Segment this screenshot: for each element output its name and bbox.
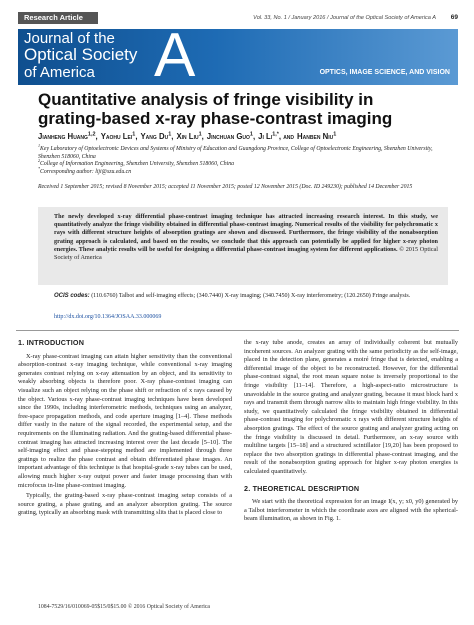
journal-name-1: Journal of the	[24, 30, 115, 47]
paragraph: We start with the theoretical expression…	[244, 498, 458, 523]
affiliation-mark: *	[38, 165, 41, 171]
doi-link[interactable]: http://dx.doi.org/10.1364/JOSAA.33.00006…	[54, 314, 162, 320]
right-column: the x-ray tube anode, creates an array o…	[244, 339, 458, 524]
journal-name-2: Optical Society	[24, 45, 138, 64]
rule	[16, 330, 459, 331]
author: Ji Li1,*, and	[258, 132, 294, 141]
abstract-box: The newly developed x-ray differential p…	[38, 207, 448, 285]
author-affiliation: 1	[132, 131, 136, 138]
author: Hanben Niu1	[297, 132, 336, 141]
author-name: Ji Li	[258, 132, 273, 141]
left-column: 1. INTRODUCTION X-ray phase-contrast ima…	[18, 338, 232, 518]
abstract-copyright: © 2015 Optical Society of America	[54, 245, 439, 262]
author-separator: , and	[278, 132, 295, 141]
paragraph: Typically, the grating-based x-ray phase…	[18, 492, 232, 517]
author-affiliation: 1	[249, 131, 253, 138]
author-separator: ,	[95, 132, 98, 141]
author: Yaohu Lei1,	[101, 132, 138, 141]
section-heading: 1. INTRODUCTION	[18, 338, 85, 347]
journal-name-3: of America	[24, 64, 95, 81]
affiliations: 1Key Laboratory of Optoelectronic Device…	[38, 143, 443, 177]
article-title: Quantitative analysis of fringe visibili…	[38, 90, 393, 128]
author-separator: ,	[135, 132, 138, 141]
journal-letter: A	[154, 21, 196, 90]
author: Jinchuan Guo1,	[207, 132, 255, 141]
ocis-codes: (110.6760) Talbot and self-imaging effec…	[91, 293, 411, 299]
abstract-text: The newly developed x-ray differential p…	[54, 213, 438, 253]
author-affiliation: 1,*	[272, 131, 279, 138]
history: Received 1 September 2015; revised 8 Nov…	[38, 184, 413, 190]
author: Yang Du1,	[140, 132, 173, 141]
author-name: Yaohu Lei	[100, 132, 133, 141]
affiliation: *Corresponding author: liji@szu.edu.cn	[38, 165, 443, 177]
paragraph: the x-ray tube anode, creates an array o…	[244, 339, 458, 475]
author-name: Jinchuan Guo	[206, 132, 250, 141]
journal-tagline: OPTICS, IMAGE SCIENCE, AND VISION	[319, 69, 450, 76]
affiliation-mark: 2	[38, 158, 41, 164]
ocis: OCIS codes: (110.6760) Talbot and self-i…	[54, 292, 444, 300]
affiliation-mark: 1	[38, 143, 41, 149]
author: Xin Liu1,	[176, 132, 203, 141]
author-separator: ,	[252, 132, 256, 141]
affiliation: 2College of Information Engineering, She…	[38, 158, 443, 169]
ocis-label: OCIS codes:	[54, 293, 90, 299]
affiliation-text: College of Information Engineering, Shen…	[40, 161, 235, 168]
affiliation-text: Key Laboratory of Optoelectronic Devices…	[38, 146, 433, 160]
author-affiliation: 1,2	[87, 131, 96, 138]
footer: 1084-7529/16/010069-05$15/0$15.00 © 2016…	[38, 604, 211, 610]
running-header: Research Article Vol. 33, No. 1 / Januar…	[18, 12, 458, 24]
author-name: Hanben Niu	[297, 132, 334, 141]
author-name: Xin Liu	[176, 132, 199, 141]
authors: Jianheng Huang1,2, Yaohu Lei1, Yang Du1, Xi…	[38, 132, 458, 141]
author-affiliation: 1	[198, 131, 202, 138]
citation: Vol. 33, No. 1 / January 2016 / Journal …	[253, 15, 436, 21]
article-type: Research Article	[18, 12, 98, 24]
journal-banner: Journal of the Optical Society of Americ…	[18, 25, 458, 87]
author-affiliation: 1	[333, 131, 337, 138]
author-name: Jianheng Huang	[38, 132, 88, 141]
author-separator: ,	[171, 132, 174, 141]
author-affiliation: 1	[168, 131, 172, 138]
author-name: Yang Du	[140, 132, 169, 141]
author-separator: ,	[201, 132, 204, 141]
affiliation: 1Key Laboratory of Optoelectronic Device…	[38, 143, 443, 161]
author: Jianheng Huang1,2,	[38, 132, 98, 141]
section-heading: 2. THEORETICAL DESCRIPTION	[244, 483, 360, 493]
paragraph: X-ray phase-contrast imaging can attain …	[18, 352, 232, 489]
affiliation-text: Corresponding author: liji@szu.edu.cn	[40, 168, 132, 175]
page-number: 69	[450, 14, 458, 21]
